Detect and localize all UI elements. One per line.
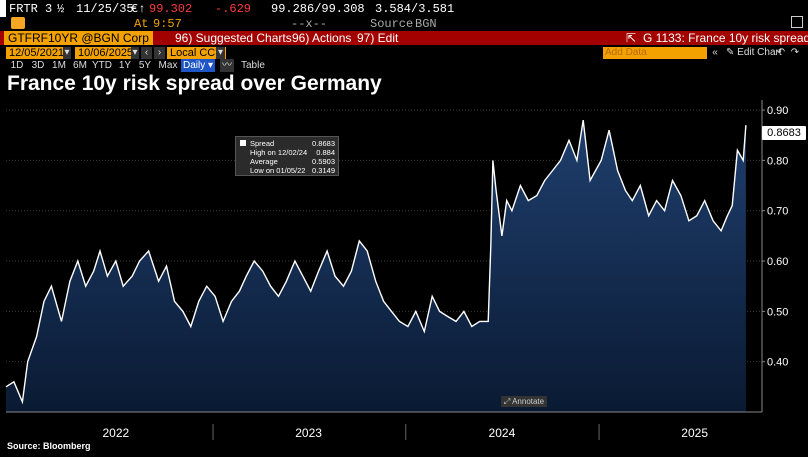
quote-strip-2: At 9:57 --x-- Source BGN	[0, 17, 808, 31]
period-5y[interactable]: 5Y	[138, 60, 152, 71]
x-tick-label-2022: 2022	[102, 426, 129, 440]
legend-high-label: High on 12/02/24	[250, 148, 308, 157]
legend-avg-label: Average	[250, 157, 278, 166]
popout-icon[interactable]	[791, 16, 803, 28]
legend-series-name: Spread	[250, 139, 275, 148]
start-date-field[interactable]: 12/05/2021	[6, 47, 68, 59]
y-tick-label-0.60: 0.60	[767, 256, 788, 268]
x-tick-label-2024: 2024	[489, 426, 516, 440]
x-tick-label-2025: 2025	[681, 426, 708, 440]
end-date-calendar-icon[interactable]: ▾	[131, 47, 139, 59]
last-value-tag: 0.8683	[762, 126, 806, 140]
chart-id: G 1133: France 10y risk spread	[643, 31, 808, 45]
y-tick-label-0.70: 0.70	[767, 206, 788, 218]
y-tick-label-0.50: 0.50	[767, 306, 788, 318]
spread-area	[6, 120, 746, 412]
redo-icon[interactable]: ↷	[790, 47, 800, 58]
currency-select[interactable]: Local CCY	[167, 47, 226, 59]
edit-chart-label: Edit Chart	[737, 47, 782, 58]
edit-menu[interactable]: 97) Edit	[357, 31, 399, 45]
legend-low-label: Low on 01/05/22	[250, 166, 306, 175]
legend-high-row: High on 12/02/24 0.884	[244, 148, 335, 157]
period-1y[interactable]: 1Y	[118, 60, 132, 71]
prev-period-icon[interactable]: ‹	[141, 47, 152, 59]
legend-series-row: Spread 0.8683	[240, 139, 335, 148]
frequency-select[interactable]: Daily ▾	[181, 59, 215, 72]
y-tick-label-0.90: 0.90	[767, 105, 788, 117]
frequency-label: Daily	[182, 60, 206, 71]
legend-low-value: 0.3149	[312, 166, 335, 175]
end-date-field[interactable]: 10/06/2025	[75, 47, 137, 59]
currency-arrow: €↑	[131, 2, 146, 16]
chart-legend[interactable]: Spread 0.8683 High on 12/02/24 0.884 Ave…	[235, 136, 339, 176]
legend-series-value: 0.8683	[312, 139, 335, 148]
legend-swatch	[240, 140, 246, 146]
period-1d[interactable]: 1D	[10, 60, 24, 71]
actions-menu[interactable]: 96) Actions	[292, 31, 352, 45]
collapse-icon[interactable]: «	[712, 47, 718, 58]
quote-time: 9:57	[153, 17, 182, 31]
next-period-icon[interactable]: ›	[154, 47, 165, 59]
chart-type-icon[interactable]: 〰	[220, 59, 234, 72]
annotate-button[interactable]: ⤢ Annotate	[501, 396, 547, 407]
maturity: 11/25/35	[76, 2, 134, 16]
period-bar: 1D 3D 1M 6M YTD 1Y 5Y Max Daily ▾ 〰 Tabl…	[0, 59, 808, 72]
source-value: BGN	[415, 17, 437, 31]
period-1m[interactable]: 1M	[52, 60, 66, 71]
ticker-fraction: ½	[57, 2, 65, 16]
source-note: Source: Bloomberg	[7, 441, 91, 451]
spread-line[interactable]	[5, 119, 747, 405]
x-tick-label-2023: 2023	[295, 426, 322, 440]
legend-low-row: Low on 01/05/22 0.3149	[244, 166, 335, 175]
y-tick-label-0.80: 0.80	[767, 155, 788, 167]
legend-avg-row: Average 0.5903	[244, 157, 335, 166]
price-change: -.629	[215, 2, 252, 16]
suggested-charts-menu[interactable]: 96) Suggested Charts	[175, 31, 292, 45]
menu-bar: GTFRF10YR @BGN Corp 96) Suggested Charts…	[0, 31, 808, 45]
last-price: 99.302	[149, 2, 193, 16]
period-6m[interactable]: 6M	[73, 60, 87, 71]
export-icon[interactable]: ⇱	[626, 31, 637, 45]
undo-icon[interactable]: ↶	[776, 47, 786, 58]
table-toggle[interactable]: Table	[241, 60, 265, 71]
start-date-calendar-icon[interactable]: ▾	[63, 47, 71, 59]
ticker[interactable]: FRTR 3	[9, 2, 53, 16]
currency-chevron-down-icon[interactable]: ▾	[216, 47, 225, 59]
bid-ask: 99.286/99.308	[271, 2, 365, 16]
date-bar: 12/05/2021 ▾ 10/06/2025 ▾ ‹ › Local CCY …	[0, 46, 808, 60]
quote-strip: FRTR 3 ½ 11/25/35 €↑ 99.302 -.629 99.286…	[0, 0, 808, 17]
annotate-label: Annotate	[512, 397, 545, 406]
legend-high-value: 0.884	[316, 148, 335, 157]
period-3d[interactable]: 3D	[31, 60, 45, 71]
alert-icon[interactable]	[11, 17, 25, 29]
period-ytd[interactable]: YTD	[92, 60, 112, 71]
add-data-input[interactable]: Add Data	[603, 47, 707, 59]
y-axis: 0.40 0.50 0.60 0.70 0.80 0.90	[761, 100, 788, 412]
source-label: Source	[370, 17, 414, 31]
y-tick-label-0.40: 0.40	[767, 357, 788, 369]
ticker-marker	[0, 0, 6, 17]
legend-avg-value: 0.5903	[312, 157, 335, 166]
chart-headline: France 10y risk spread over Germany	[7, 72, 382, 95]
at-label: At	[134, 17, 149, 31]
edit-chart-button[interactable]: ✎ Edit Chart	[726, 47, 782, 58]
period-max[interactable]: Max	[158, 60, 178, 71]
security-id[interactable]: GTFRF10YR @BGN Corp	[4, 31, 153, 45]
yields: 3.584/3.581	[375, 2, 455, 16]
size-separator: --x--	[291, 17, 328, 31]
x-axis: 2022 2023 2024 2025	[6, 411, 762, 440]
